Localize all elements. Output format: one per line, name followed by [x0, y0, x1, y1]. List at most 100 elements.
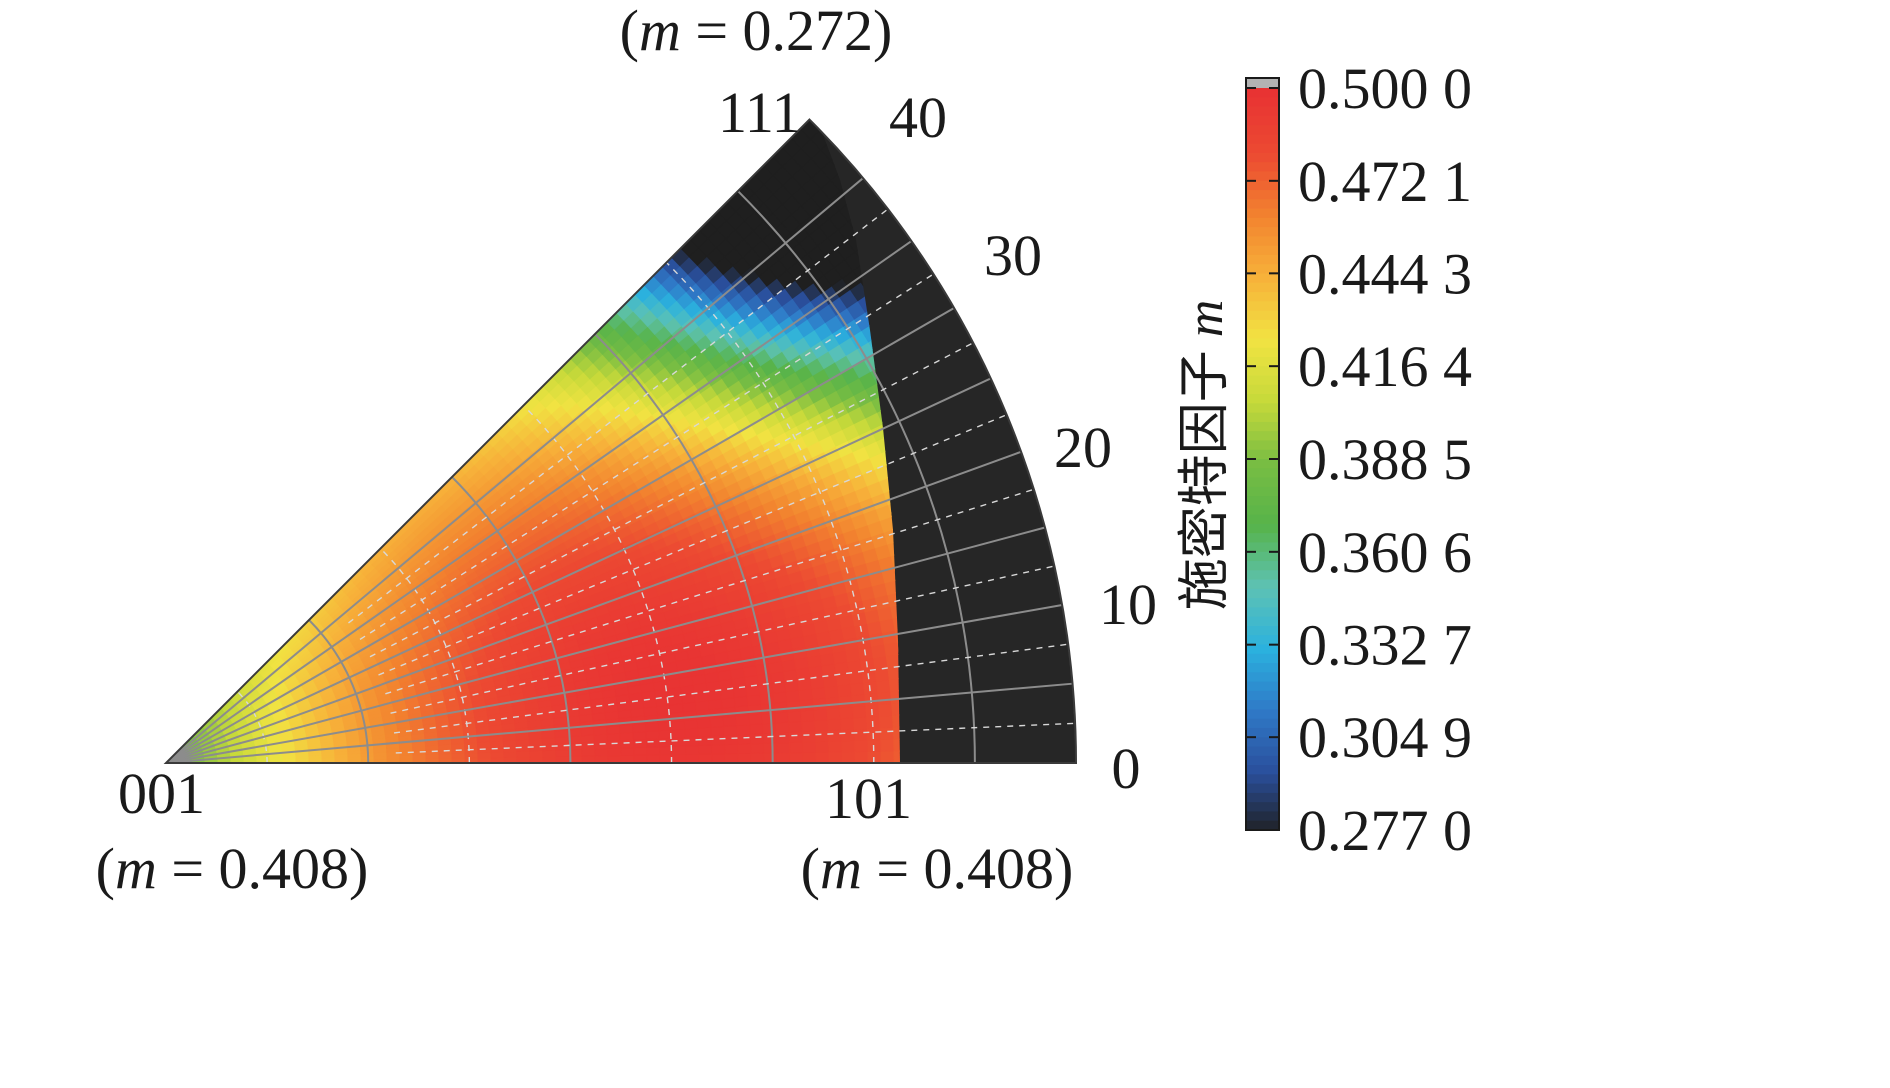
colorbar-band [1246, 115, 1279, 126]
contour-cell [684, 736, 700, 747]
contour-cell [670, 720, 686, 731]
colorbar-band [1246, 820, 1279, 831]
contour-cell [736, 733, 752, 745]
corner-m-101: (m = 0.408) [801, 836, 1074, 901]
contour-cell [734, 705, 750, 717]
contour-cell [892, 714, 900, 728]
contour-cell [775, 731, 791, 744]
contour-cell [477, 751, 492, 759]
radial-tick-10: 10 [1099, 572, 1157, 637]
corner-labels: 111 001 101 (m = 0.272) (m = 0.408) (m =… [96, 0, 1074, 901]
contour-cell [878, 703, 893, 717]
contour-cell [879, 726, 895, 741]
contour-cell [862, 680, 878, 695]
colorbar-band [1246, 106, 1279, 117]
contour-cell [708, 707, 724, 719]
contour-cell [880, 750, 895, 763]
grid-arc [308, 619, 370, 763]
colorbar-band [1246, 579, 1279, 590]
colorbar-band [1246, 245, 1279, 256]
colorbar-tick-label: 0.472 1 [1298, 149, 1472, 214]
contour-cell [812, 697, 828, 711]
colorbar-band [1246, 690, 1279, 701]
colorbar-band [1246, 681, 1279, 692]
colorbar-band [1246, 505, 1279, 516]
contour-cell [580, 734, 595, 744]
colorbar-band [1246, 88, 1279, 99]
contour-cell [763, 752, 778, 763]
colorbar-band [1246, 97, 1279, 108]
contour-cell [815, 740, 830, 753]
contour-cell [841, 751, 856, 763]
contour-cell [632, 723, 647, 733]
contour-cell [802, 751, 817, 763]
colorbar-band [1246, 440, 1279, 451]
colorbar-band [1246, 356, 1279, 368]
corner-label-101: 101 [825, 766, 912, 831]
contour-cell [853, 716, 868, 730]
radial-tick-40: 40 [889, 85, 947, 150]
contour-cell [789, 752, 804, 763]
contour-cell [529, 744, 544, 752]
contour-cell [581, 755, 596, 763]
colorbar-title: 施密特因子 m [1175, 300, 1235, 611]
contour-cell [865, 704, 880, 718]
contour-cell [516, 744, 531, 752]
colorbar-band [1246, 718, 1279, 729]
colorbar-band [1246, 570, 1279, 581]
inverse-pole-figure [163, 118, 1078, 764]
contour-cell [736, 724, 751, 736]
contour-cell [801, 720, 816, 733]
contour-cell [837, 683, 853, 698]
grid-spoke [166, 307, 955, 763]
colorbar-band [1246, 236, 1279, 247]
contour-cell [594, 740, 609, 750]
colorbar-band [1246, 171, 1279, 182]
contour-cell [874, 667, 890, 682]
contour-cell [775, 721, 790, 734]
contour-cell [594, 748, 609, 757]
contour-cell [841, 740, 856, 753]
polar-grid [166, 119, 1076, 763]
colorbar-band [1246, 421, 1279, 432]
colorbar-tick-label: 0.500 0 [1298, 56, 1472, 121]
contour-cell [633, 754, 648, 763]
contour-cell [581, 741, 596, 750]
contour-cell [815, 751, 830, 763]
contour-cell [827, 729, 843, 742]
contour-cell [838, 695, 854, 709]
grid-spoke-dashed [385, 488, 1035, 695]
contour-cell [772, 691, 788, 704]
colorbar-band [1246, 486, 1279, 497]
colorbar-band [1246, 607, 1279, 618]
contour-cell [750, 752, 765, 763]
colorbar-tick-label: 0.332 7 [1298, 613, 1472, 678]
contour-cell [879, 714, 894, 729]
contour-cell [633, 738, 648, 749]
contour-cell [581, 748, 596, 757]
contour-cell [697, 735, 713, 746]
colorbar-band [1246, 542, 1279, 553]
colorbar-band [1246, 737, 1279, 748]
colorbar-band [1246, 792, 1279, 803]
contour-cell [671, 728, 686, 739]
colorbar-band [1246, 134, 1279, 145]
colorbar-band [1246, 319, 1279, 330]
contour-cell [685, 745, 700, 755]
colorbar-band [1246, 468, 1279, 479]
colorbar-band [1246, 523, 1279, 534]
contour-cell [813, 708, 829, 721]
colorbar-band [1246, 180, 1279, 191]
colorbar-band [1246, 598, 1279, 609]
contour-cell [646, 746, 661, 756]
contour-cell [606, 732, 621, 742]
grid-spoke [166, 603, 1063, 763]
radial-tick-30: 30 [984, 223, 1042, 288]
contour-cell [607, 740, 622, 749]
contour-cell [877, 691, 892, 706]
contour-cell [737, 743, 752, 755]
grid-spoke-dashed [348, 208, 889, 624]
contour-cell [723, 725, 738, 736]
contour-cell [671, 737, 687, 747]
colorbar-band [1246, 375, 1279, 386]
